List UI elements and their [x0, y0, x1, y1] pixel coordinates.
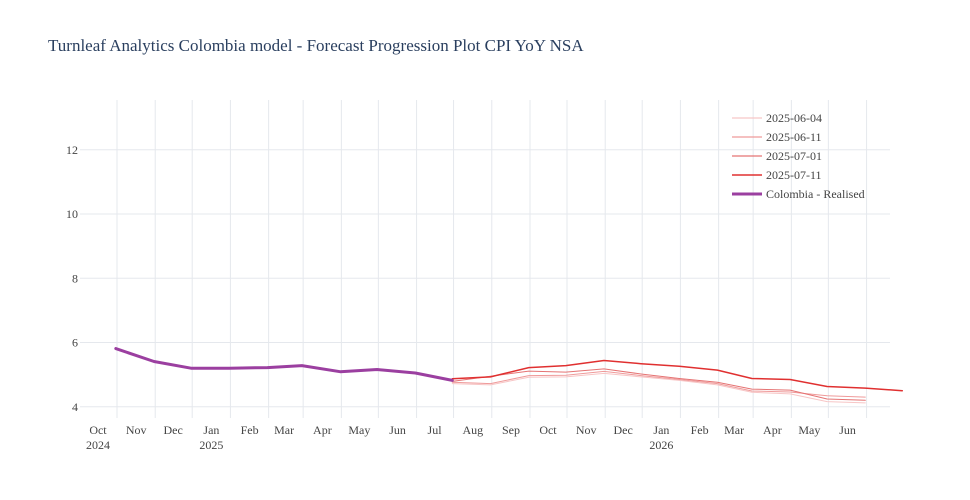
x-tick-label: May [798, 423, 820, 437]
y-tick-label: 8 [72, 271, 78, 285]
y-tick-label: 4 [72, 400, 78, 414]
chart-title: Turnleaf Analytics Colombia model - Fore… [48, 36, 584, 55]
x-tick-label: Apr [313, 423, 332, 437]
x-tick-label: Jul [428, 423, 443, 437]
x-tick-label: Feb [691, 423, 709, 437]
x-tick-label: Apr [763, 423, 782, 437]
legend-label: Colombia - Realised [766, 187, 865, 201]
x-tick-label: Oct [89, 423, 107, 437]
x-tick-year-label: 2026 [649, 438, 673, 452]
series-line-2025-07-11 [451, 359, 904, 392]
x-tick-label: Mar [724, 423, 744, 437]
legend-item[interactable]: Colombia - Realised [732, 187, 865, 201]
x-tick-label: Dec [614, 423, 633, 437]
y-tick-label: 6 [72, 336, 78, 350]
x-tick-label: May [348, 423, 370, 437]
x-tick-label: Aug [462, 423, 483, 437]
x-tick-label: Sep [502, 423, 520, 437]
legend-item[interactable]: 2025-06-11 [732, 130, 822, 144]
y-tick-label: 12 [66, 143, 78, 157]
x-tick-label: Oct [539, 423, 557, 437]
x-tick-label: Nov [126, 423, 147, 437]
series-line-2025-07-01 [451, 368, 866, 401]
x-tick-label: Jan [203, 423, 219, 437]
legend-label: 2025-07-01 [766, 149, 822, 163]
x-tick-label: Feb [241, 423, 259, 437]
x-tick-year-label: 2025 [199, 438, 223, 452]
legend-item[interactable]: 2025-07-11 [732, 168, 822, 182]
series-lines [114, 347, 904, 404]
x-tick-year-label: 2024 [86, 438, 110, 452]
x-tick-label: Dec [164, 423, 183, 437]
legend-item[interactable]: 2025-06-04 [732, 111, 822, 125]
legend-label: 2025-06-04 [766, 111, 822, 125]
x-tick-label: Jun [839, 423, 856, 437]
x-tick-label: Nov [576, 423, 597, 437]
legend-item[interactable]: 2025-07-01 [732, 149, 822, 163]
legend[interactable]: 2025-06-04 2025-06-11 2025-07-01 2025-07-11… [732, 111, 865, 201]
y-tick-label: 10 [66, 207, 78, 221]
series-line-2025-06-11 [451, 370, 866, 398]
series-line-colombia-realised [114, 347, 454, 382]
series-line-2025-06-04 [451, 372, 866, 404]
x-tick-label: Jun [389, 423, 406, 437]
legend-label: 2025-06-11 [766, 130, 822, 144]
x-tick-label: Mar [274, 423, 294, 437]
x-tick-label: Jan [653, 423, 669, 437]
legend-label: 2025-07-11 [766, 168, 822, 182]
